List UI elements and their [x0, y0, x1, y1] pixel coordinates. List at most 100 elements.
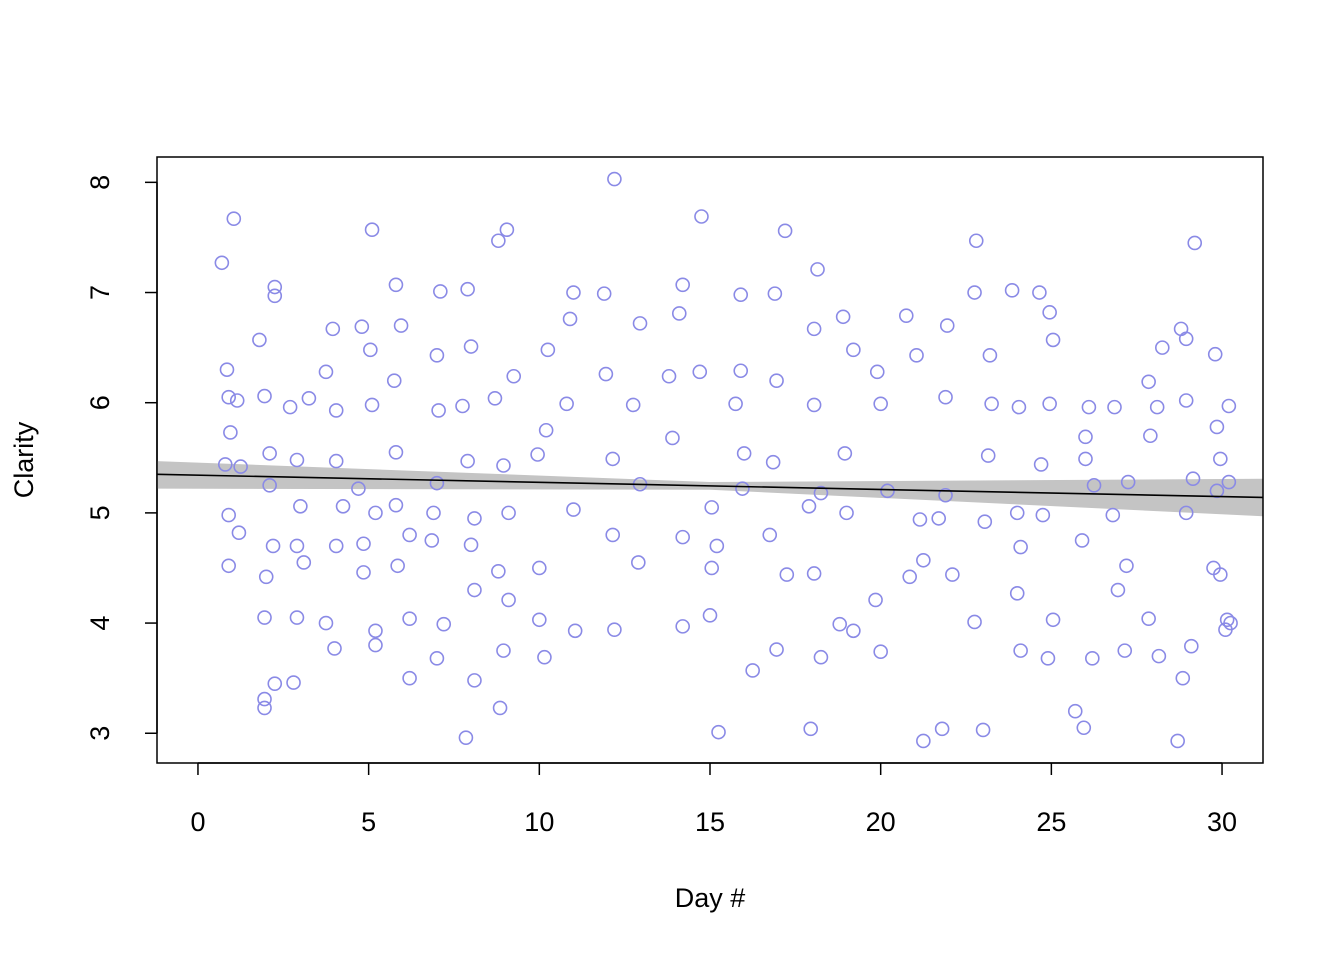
data-point — [1076, 720, 1092, 736]
data-point — [325, 321, 341, 337]
data-point — [1219, 612, 1235, 628]
data-point — [229, 393, 245, 408]
x-tick-label: 25 — [1036, 807, 1066, 837]
data-point — [487, 390, 503, 406]
data-point — [1033, 457, 1049, 472]
data-point — [968, 233, 984, 249]
data-point — [388, 444, 404, 460]
data-point — [393, 318, 409, 333]
data-point — [1151, 648, 1167, 664]
data-point — [221, 507, 236, 523]
data-point — [356, 536, 371, 552]
data-point — [967, 614, 982, 630]
data-point — [1173, 321, 1189, 337]
data-point — [223, 425, 238, 440]
data-point — [745, 663, 760, 678]
data-point — [704, 560, 720, 576]
data-point — [219, 362, 235, 377]
data-point — [566, 285, 581, 300]
data-point — [429, 348, 445, 363]
data-point — [938, 487, 953, 503]
data-point — [1207, 346, 1223, 362]
data-point — [873, 644, 888, 660]
x-tick-label: 20 — [866, 807, 896, 837]
data-point — [293, 498, 308, 514]
y-tick-label: 5 — [85, 505, 115, 520]
data-point — [566, 502, 581, 517]
data-point — [702, 608, 718, 623]
data-point — [1009, 505, 1025, 521]
data-point — [1149, 399, 1165, 415]
data-point — [327, 641, 342, 656]
data-point — [1085, 651, 1100, 666]
data-point — [607, 171, 622, 187]
data-point — [386, 373, 402, 388]
data-point — [217, 457, 233, 472]
data-point — [631, 555, 646, 570]
data-point — [916, 733, 931, 749]
data-point — [1040, 651, 1056, 666]
data-point — [1178, 505, 1194, 521]
data-point — [982, 348, 998, 363]
data-point — [257, 610, 272, 625]
data-point — [426, 505, 441, 521]
data-point — [1143, 428, 1158, 444]
data-point — [262, 446, 277, 461]
data-point — [252, 332, 267, 348]
data-point — [765, 454, 781, 470]
data-point — [467, 511, 482, 526]
data-point — [1209, 483, 1225, 499]
data-point — [1045, 332, 1061, 348]
data-point — [1107, 399, 1122, 415]
data-point — [433, 284, 448, 299]
data-point — [806, 566, 822, 581]
data-point — [467, 582, 482, 598]
data-point — [980, 448, 996, 463]
data-point — [769, 373, 784, 388]
data-point — [491, 233, 506, 249]
data-point — [402, 611, 417, 626]
data-point — [354, 319, 370, 334]
data-point — [356, 565, 371, 580]
data-point — [1013, 539, 1028, 555]
data-point — [463, 339, 479, 354]
data-point — [916, 552, 931, 568]
data-point — [902, 569, 917, 585]
data-point — [1218, 622, 1233, 637]
data-point — [559, 396, 574, 412]
data-point — [868, 592, 883, 608]
data-point — [898, 308, 914, 323]
data-point — [1209, 419, 1225, 435]
data-point — [1078, 429, 1093, 445]
data-point — [567, 623, 583, 639]
data-point — [1117, 643, 1133, 658]
data-point — [233, 459, 248, 474]
x-tick-label: 0 — [190, 807, 205, 837]
data-point — [605, 451, 621, 467]
data-point — [282, 399, 298, 415]
data-point — [938, 389, 953, 405]
data-point — [1011, 399, 1027, 415]
data-point — [711, 724, 726, 740]
data-point — [540, 342, 556, 358]
data-point — [460, 453, 475, 469]
data-point — [596, 286, 612, 301]
data-point — [1185, 471, 1201, 487]
data-point — [1119, 558, 1134, 574]
data-point — [262, 478, 277, 493]
data-point — [675, 277, 690, 293]
data-point — [289, 610, 305, 625]
data-point — [289, 452, 305, 468]
data-point — [1120, 474, 1136, 490]
data-point — [328, 538, 344, 554]
data-point — [671, 306, 687, 321]
y-axis-label: Clarity — [9, 421, 39, 498]
data-point — [607, 622, 622, 637]
data-point — [839, 505, 854, 521]
data-point — [1013, 643, 1028, 658]
data-point — [221, 389, 236, 405]
data-point — [769, 642, 784, 657]
data-point — [501, 505, 516, 521]
data-point — [598, 366, 614, 382]
data-point — [1221, 474, 1237, 490]
